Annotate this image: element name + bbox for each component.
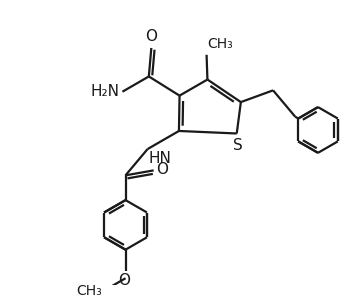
Text: H₂N: H₂N xyxy=(90,84,119,99)
Text: O: O xyxy=(145,29,157,44)
Text: O: O xyxy=(119,273,131,288)
Text: CH₃: CH₃ xyxy=(76,284,102,298)
Text: O: O xyxy=(156,162,169,177)
Text: HN: HN xyxy=(148,151,171,166)
Text: S: S xyxy=(233,138,243,153)
Text: CH₃: CH₃ xyxy=(207,37,233,51)
